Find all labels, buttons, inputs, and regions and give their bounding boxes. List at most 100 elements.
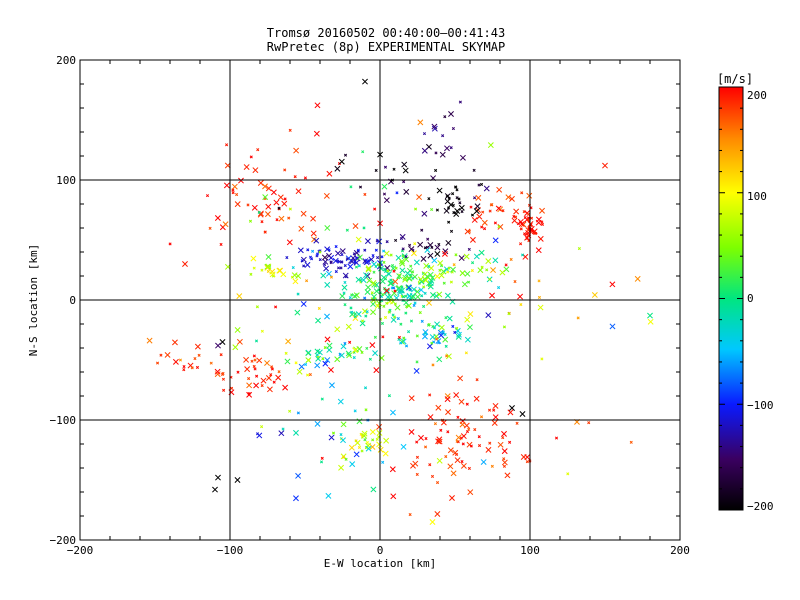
data-point — [423, 246, 427, 250]
data-point — [190, 366, 194, 370]
data-point — [262, 183, 268, 190]
data-point — [467, 466, 471, 471]
data-point — [296, 411, 300, 415]
data-point — [461, 281, 468, 288]
data-point — [444, 344, 448, 348]
data-point — [285, 255, 289, 260]
data-point — [473, 208, 480, 215]
data-point — [326, 252, 332, 259]
data-point — [363, 386, 368, 390]
data-point — [334, 245, 338, 249]
data-point — [433, 422, 437, 426]
data-point — [364, 258, 371, 265]
data-point — [428, 393, 432, 397]
data-point — [501, 430, 507, 437]
data-point — [379, 278, 386, 285]
data-point — [455, 196, 459, 200]
data-point — [519, 242, 523, 246]
data-point — [381, 183, 388, 190]
data-point — [364, 238, 371, 245]
data-point — [270, 365, 274, 369]
data-point — [344, 457, 348, 461]
data-point — [254, 339, 259, 343]
data-point — [374, 248, 378, 252]
data-point — [401, 254, 405, 258]
data-point — [447, 447, 454, 454]
data-point — [305, 279, 309, 283]
data-point — [523, 216, 527, 220]
data-point — [418, 434, 424, 441]
data-point — [487, 408, 492, 412]
data-point — [489, 292, 495, 299]
data-point — [445, 239, 452, 246]
data-point — [348, 444, 355, 451]
data-point — [304, 261, 311, 268]
data-point — [485, 312, 492, 319]
data-point — [400, 338, 407, 345]
data-point — [499, 269, 506, 276]
data-point — [523, 232, 527, 236]
data-point — [353, 409, 357, 413]
data-point — [522, 253, 529, 260]
data-point — [647, 318, 654, 325]
data-point — [467, 229, 471, 233]
data-point — [371, 254, 375, 258]
data-point — [382, 192, 387, 196]
data-point — [488, 277, 492, 281]
data-point — [296, 292, 300, 296]
data-point — [467, 324, 473, 331]
data-point — [260, 425, 264, 429]
data-point — [409, 264, 413, 268]
data-point — [347, 263, 354, 270]
data-point — [304, 362, 308, 366]
data-point — [526, 212, 530, 216]
data-point — [382, 267, 387, 271]
data-point — [219, 242, 223, 247]
data-point — [398, 258, 405, 265]
data-point — [425, 245, 429, 249]
data-point — [168, 242, 172, 246]
data-point — [340, 421, 347, 428]
data-point — [380, 274, 387, 281]
data-point — [338, 158, 345, 165]
data-point — [337, 260, 342, 264]
data-point — [265, 263, 272, 270]
data-point — [509, 257, 513, 262]
data-point — [414, 207, 418, 211]
data-point — [404, 255, 408, 259]
data-point — [373, 207, 377, 211]
data-point — [539, 207, 545, 214]
data-point — [269, 271, 276, 278]
data-point — [345, 255, 352, 262]
data-point — [334, 165, 341, 172]
data-point — [353, 259, 360, 266]
data-point — [360, 449, 364, 453]
data-point — [365, 284, 372, 291]
data-point — [377, 446, 384, 453]
data-point — [501, 209, 505, 213]
data-point — [427, 242, 434, 248]
data-point — [172, 339, 178, 346]
data-point — [385, 240, 389, 244]
data-point — [352, 347, 359, 354]
data-point — [386, 272, 391, 276]
data-point — [449, 280, 453, 284]
data-point — [266, 386, 273, 393]
data-point — [370, 291, 374, 295]
colorbar: [m/s] 200 100 0 −100 −200 — [717, 72, 774, 513]
data-point — [178, 358, 182, 362]
data-point — [464, 228, 471, 235]
data-point — [447, 266, 451, 270]
data-point — [415, 334, 419, 338]
data-point — [340, 252, 344, 257]
data-point — [467, 427, 471, 431]
colorbar-tick-label: 100 — [747, 190, 767, 203]
data-point — [459, 421, 466, 428]
data-point — [609, 323, 616, 330]
data-point — [292, 278, 299, 285]
data-point — [457, 197, 461, 201]
data-point — [236, 338, 243, 345]
data-point — [297, 247, 304, 254]
data-point — [515, 421, 519, 425]
data-point — [385, 301, 389, 305]
